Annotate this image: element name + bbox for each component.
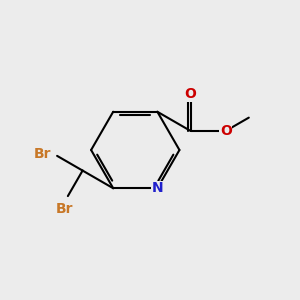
Text: Br: Br: [34, 147, 51, 161]
Text: O: O: [220, 124, 232, 138]
Text: O: O: [184, 87, 196, 101]
Text: Br: Br: [56, 202, 74, 216]
Text: N: N: [152, 181, 163, 195]
